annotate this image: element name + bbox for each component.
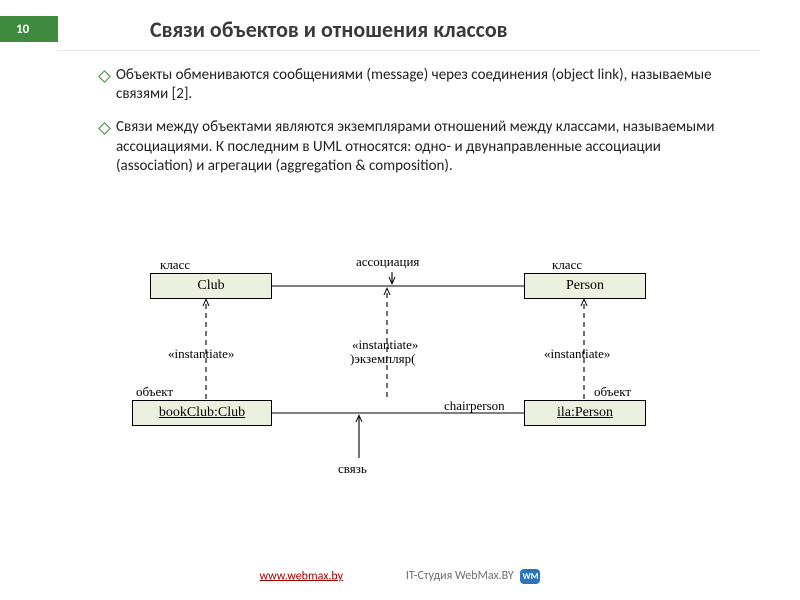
footer-studio: IT-Студия WebMax.BY [406, 569, 514, 583]
label-object-left: объект [136, 384, 173, 400]
class-label: Person [566, 278, 604, 294]
footer: www.webmax.by IT-Студия WebMax.BY WM [0, 569, 800, 584]
class-club: Club [150, 273, 272, 299]
label-association: ассоциация [356, 254, 419, 270]
bullet-item: Объекты обмениваются сообщениями (messag… [100, 66, 730, 104]
label-exemplar: )экземпляр( [350, 351, 415, 367]
label-link: связь [338, 461, 367, 477]
bullet-list: Объекты обмениваются сообщениями (messag… [100, 66, 730, 190]
slide-title: Связи объектов и отношения классов [150, 16, 508, 43]
label-instantiate-left: «instantiate» [168, 346, 234, 362]
label-chairperson: chairperson [444, 398, 505, 414]
wm-badge-icon: WM [520, 569, 540, 584]
label-class-right: класс [552, 257, 582, 273]
label-object-right: объект [594, 384, 631, 400]
label-class-left: класс [160, 257, 190, 273]
title-underline [58, 50, 760, 51]
object-bookclub: bookClub:Club [132, 400, 272, 426]
bullet-item: Связи между объектами являются экземпляр… [100, 118, 730, 176]
label-instantiate-right: «instantiate» [544, 346, 610, 362]
slide-number: 10 [16, 22, 29, 37]
object-label: bookClub:Club [159, 405, 245, 421]
object-ila: ila:Person [524, 400, 646, 426]
uml-diagram: Club Person bookClub:Club ila:Person кла… [94, 240, 706, 520]
object-label: ila:Person [557, 405, 613, 421]
class-label: Club [197, 278, 224, 294]
footer-link[interactable]: www.webmax.by [260, 569, 344, 583]
class-person: Person [524, 273, 646, 299]
slide-number-tab: 10 [0, 16, 58, 42]
